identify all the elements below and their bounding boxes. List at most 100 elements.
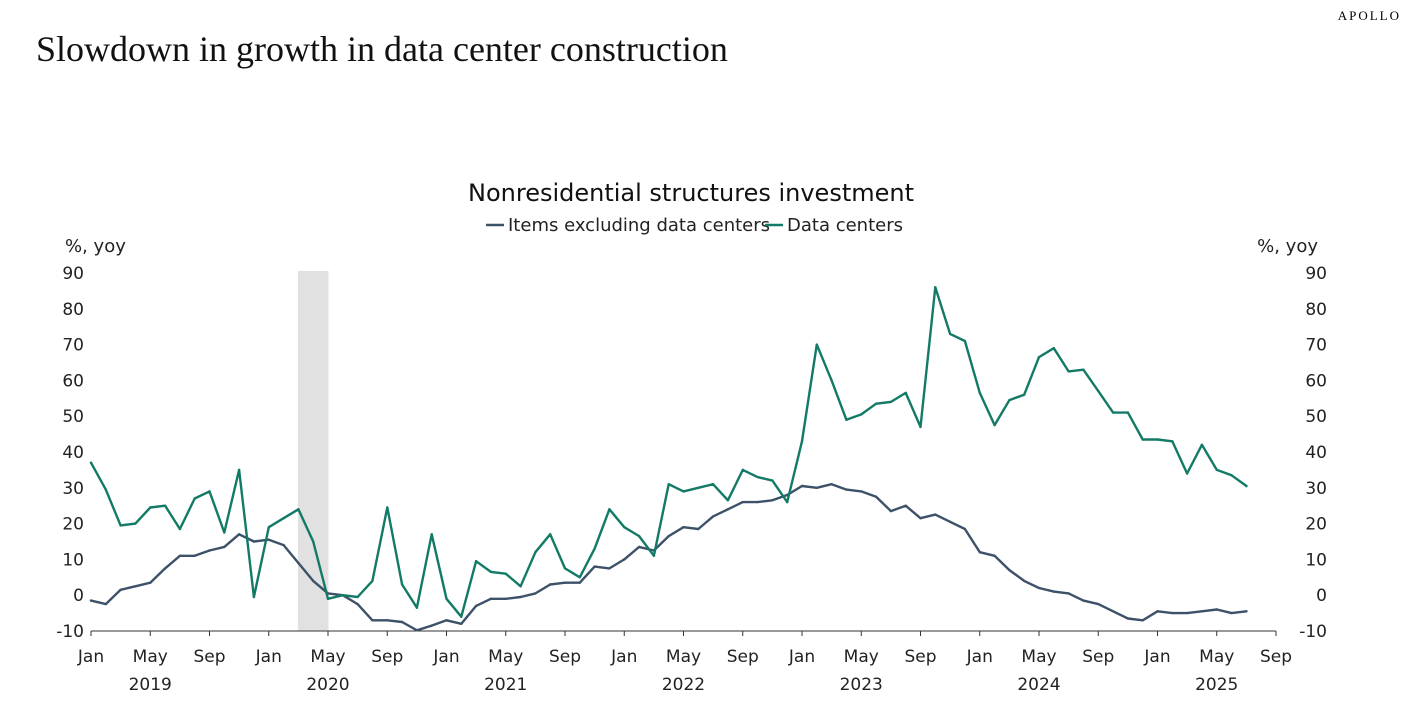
data-point (489, 570, 493, 574)
data-point (267, 538, 270, 541)
data-point (1245, 484, 1248, 488)
data-point (282, 517, 285, 520)
x-tick-label-17: Sep (1082, 647, 1114, 667)
data-point (874, 495, 878, 498)
data-point (534, 592, 537, 595)
data-point (1022, 579, 1026, 583)
data-point (1082, 599, 1085, 602)
data-point (993, 423, 996, 427)
legend-label-items-excluding: Items excluding data centers (508, 215, 770, 236)
data-point (149, 581, 152, 584)
series-items-excluding-data-centers (89, 483, 1248, 632)
data-point (400, 583, 404, 586)
data-point (771, 479, 774, 482)
y-tick-right-4: 30 (1305, 479, 1327, 499)
data-point (519, 595, 522, 599)
x-tick-label-13: May (844, 647, 879, 667)
y-tick-left-9: 80 (62, 300, 84, 320)
data-point (993, 554, 996, 557)
y-tick-left-3: 20 (62, 515, 84, 535)
y-tick-left-7: 60 (62, 371, 84, 391)
data-point (1156, 438, 1159, 441)
y-tick-right-9: 80 (1305, 300, 1327, 320)
data-point (89, 461, 93, 464)
data-point (415, 606, 419, 609)
data-point (608, 567, 611, 570)
data-point (919, 517, 922, 520)
data-point (460, 622, 463, 625)
y-tick-left-0: -10 (56, 622, 84, 642)
data-point (474, 560, 478, 563)
y-axis-label-right: %, yoy (1257, 236, 1318, 257)
year-label-2025: 2025 (1195, 675, 1238, 695)
brand-logo-text: APOLLO (1337, 8, 1401, 23)
data-point (874, 402, 878, 405)
data-point (1126, 617, 1130, 620)
data-point (623, 526, 626, 529)
data-point (800, 484, 804, 488)
data-point (593, 547, 596, 550)
data-point (756, 500, 759, 504)
data-point (667, 483, 670, 486)
data-point (830, 483, 833, 486)
data-point (697, 486, 700, 489)
data-point (208, 490, 211, 493)
data-point (474, 604, 478, 608)
data-point (963, 339, 967, 343)
y-tick-right-2: 10 (1305, 550, 1327, 570)
data-point (593, 565, 596, 568)
data-point (297, 561, 300, 565)
data-point (1141, 438, 1144, 441)
y-axis-label-left: %, yoy (65, 236, 126, 257)
data-point (830, 379, 833, 382)
x-tick-label-18: Jan (1143, 647, 1170, 667)
data-point (282, 543, 285, 547)
series-data-centers (89, 286, 1248, 618)
data-point (741, 468, 744, 472)
y-tick-right-5: 40 (1305, 443, 1327, 463)
data-point (1111, 610, 1115, 613)
data-point (178, 554, 182, 557)
y-tick-right-3: 20 (1305, 515, 1327, 535)
data-point (193, 497, 196, 500)
x-tick-label-7: May (488, 647, 523, 667)
x-tick-label-8: Sep (549, 647, 581, 667)
data-point (800, 440, 804, 443)
year-label-2020: 2020 (306, 675, 349, 695)
y-tick-left-5: 40 (62, 443, 84, 463)
data-point (1185, 472, 1189, 475)
data-point (134, 522, 137, 525)
data-point (445, 619, 448, 622)
x-tick-label-10: May (666, 647, 701, 667)
x-tick-label-15: Jan (966, 647, 993, 667)
series-layer (89, 286, 1248, 632)
shaded-period-layer (297, 271, 329, 631)
data-point (371, 579, 374, 583)
data-point (430, 533, 433, 536)
data-point (178, 527, 182, 531)
data-point (919, 425, 922, 429)
year-label-2022: 2022 (662, 675, 705, 695)
data-point (297, 508, 300, 511)
year-label-2021: 2021 (484, 675, 527, 695)
year-label-2024: 2024 (1017, 675, 1060, 695)
data-point (252, 595, 256, 599)
data-point (1022, 393, 1026, 396)
data-point (341, 594, 344, 597)
data-point (889, 400, 893, 404)
data-point (978, 391, 981, 395)
y-tick-left-1: 0 (73, 586, 84, 606)
data-point (1230, 474, 1233, 477)
data-point (682, 526, 685, 529)
data-point (1245, 610, 1248, 613)
data-point (326, 597, 330, 600)
data-point (149, 506, 152, 509)
data-point (267, 526, 270, 529)
data-point (904, 504, 907, 507)
data-point (119, 588, 122, 591)
data-point (1126, 411, 1130, 414)
data-point (1171, 611, 1174, 615)
data-point (756, 475, 759, 479)
